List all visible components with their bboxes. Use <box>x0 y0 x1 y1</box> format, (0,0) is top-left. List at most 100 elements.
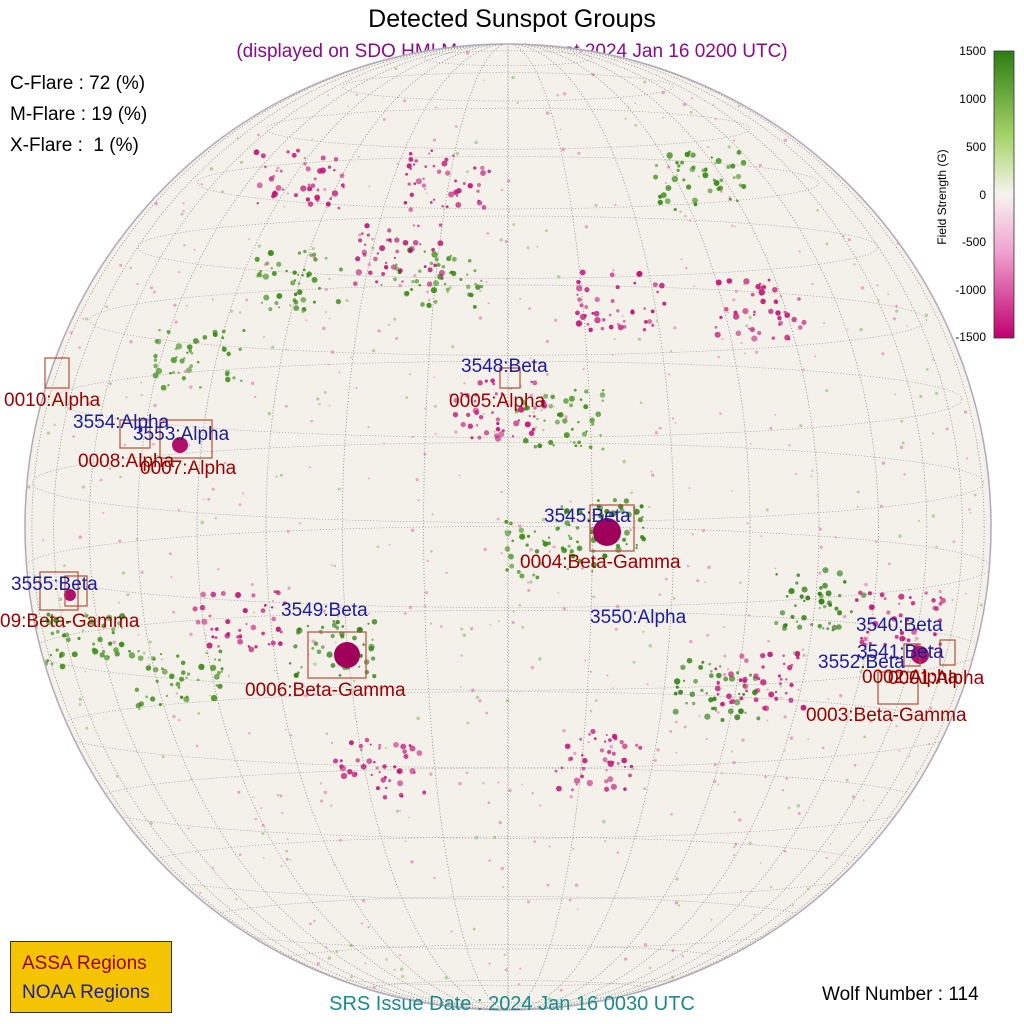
field-speckle <box>458 781 462 786</box>
field-patch <box>327 165 332 169</box>
field-speckle <box>632 660 636 664</box>
field-patch <box>906 638 911 643</box>
field-patch <box>579 444 583 447</box>
field-speckle <box>733 810 736 814</box>
field-patch <box>176 654 180 658</box>
field-patch <box>826 600 832 606</box>
field-patch <box>575 320 583 327</box>
field-speckle <box>396 162 399 165</box>
field-speckle <box>643 787 646 791</box>
field-patch <box>92 642 96 646</box>
field-patch <box>879 592 885 598</box>
field-speckle <box>322 609 326 613</box>
field-patch <box>452 411 459 418</box>
field-patch <box>675 685 680 689</box>
field-speckle <box>449 393 453 397</box>
field-patch <box>567 534 571 538</box>
field-speckle <box>280 865 283 868</box>
field-speckle <box>819 545 823 549</box>
field-patch <box>300 296 307 303</box>
field-speckle <box>189 632 193 637</box>
field-patch <box>642 327 647 332</box>
field-patch <box>55 648 59 652</box>
field-speckle <box>732 298 736 302</box>
field-patch <box>248 646 255 653</box>
field-patch <box>685 184 692 190</box>
field-speckle <box>717 355 720 359</box>
field-patch <box>736 199 739 203</box>
field-patch <box>213 673 220 680</box>
noaa-region-label: 3545:Beta <box>544 506 631 527</box>
field-speckle <box>614 627 618 631</box>
field-speckle <box>350 356 353 359</box>
field-speckle <box>734 225 737 228</box>
field-patch <box>453 189 459 196</box>
field-speckle <box>518 361 521 364</box>
field-patch <box>192 606 198 612</box>
field-speckle <box>860 286 865 290</box>
field-patch <box>371 656 376 661</box>
field-patch <box>158 702 162 707</box>
field-speckle <box>245 298 249 302</box>
field-speckle <box>654 430 659 435</box>
field-speckle <box>674 720 678 724</box>
field-speckle <box>189 385 193 389</box>
field-patch <box>449 254 452 258</box>
field-patch <box>433 280 440 287</box>
field-speckle <box>791 904 794 907</box>
field-speckle <box>483 79 485 82</box>
field-patch <box>504 519 509 524</box>
field-patch <box>196 360 200 364</box>
field-patch <box>175 355 178 359</box>
field-patch <box>216 670 221 675</box>
field-patch <box>453 397 459 403</box>
field-speckle <box>321 172 324 175</box>
field-speckle <box>395 809 400 813</box>
field-patch <box>819 585 823 590</box>
field-speckle <box>506 278 508 281</box>
field-patch <box>700 688 704 693</box>
field-patch <box>271 190 278 198</box>
field-speckle <box>444 975 449 980</box>
field-patch <box>275 185 282 191</box>
field-patch <box>693 678 698 684</box>
field-patch <box>293 193 298 198</box>
field-patch <box>576 293 579 296</box>
field-speckle <box>658 426 662 430</box>
field-patch <box>324 256 328 260</box>
field-patch <box>597 499 600 502</box>
field-patch <box>274 301 279 306</box>
field-speckle <box>529 580 533 584</box>
field-patch <box>611 733 618 740</box>
field-speckle <box>430 549 433 553</box>
field-patch <box>373 256 378 262</box>
field-speckle <box>668 157 672 161</box>
field-patch <box>101 623 107 629</box>
field-patch <box>296 627 303 634</box>
field-patch <box>734 699 741 706</box>
field-speckle <box>691 532 694 536</box>
field-patch <box>303 249 307 254</box>
field-patch <box>169 371 172 375</box>
field-speckle <box>807 737 810 740</box>
field-speckle <box>671 417 675 420</box>
field-patch <box>177 686 181 689</box>
field-speckle <box>262 335 265 338</box>
field-speckle <box>545 372 549 376</box>
noaa-region-label: 3554:Alpha <box>73 412 170 433</box>
field-patch <box>622 319 626 323</box>
field-patch <box>751 335 758 342</box>
assa-region-label: 0008:Alpha <box>78 451 175 472</box>
field-speckle <box>624 117 627 120</box>
field-patch <box>166 329 171 335</box>
field-patch <box>412 224 415 227</box>
field-patch <box>432 164 436 168</box>
field-patch <box>611 751 616 756</box>
field-speckle <box>424 407 427 410</box>
field-speckle <box>500 188 504 192</box>
field-speckle <box>553 405 556 408</box>
field-patch <box>306 624 309 628</box>
field-speckle <box>698 175 700 178</box>
field-speckle <box>823 321 826 324</box>
field-patch <box>594 316 601 324</box>
